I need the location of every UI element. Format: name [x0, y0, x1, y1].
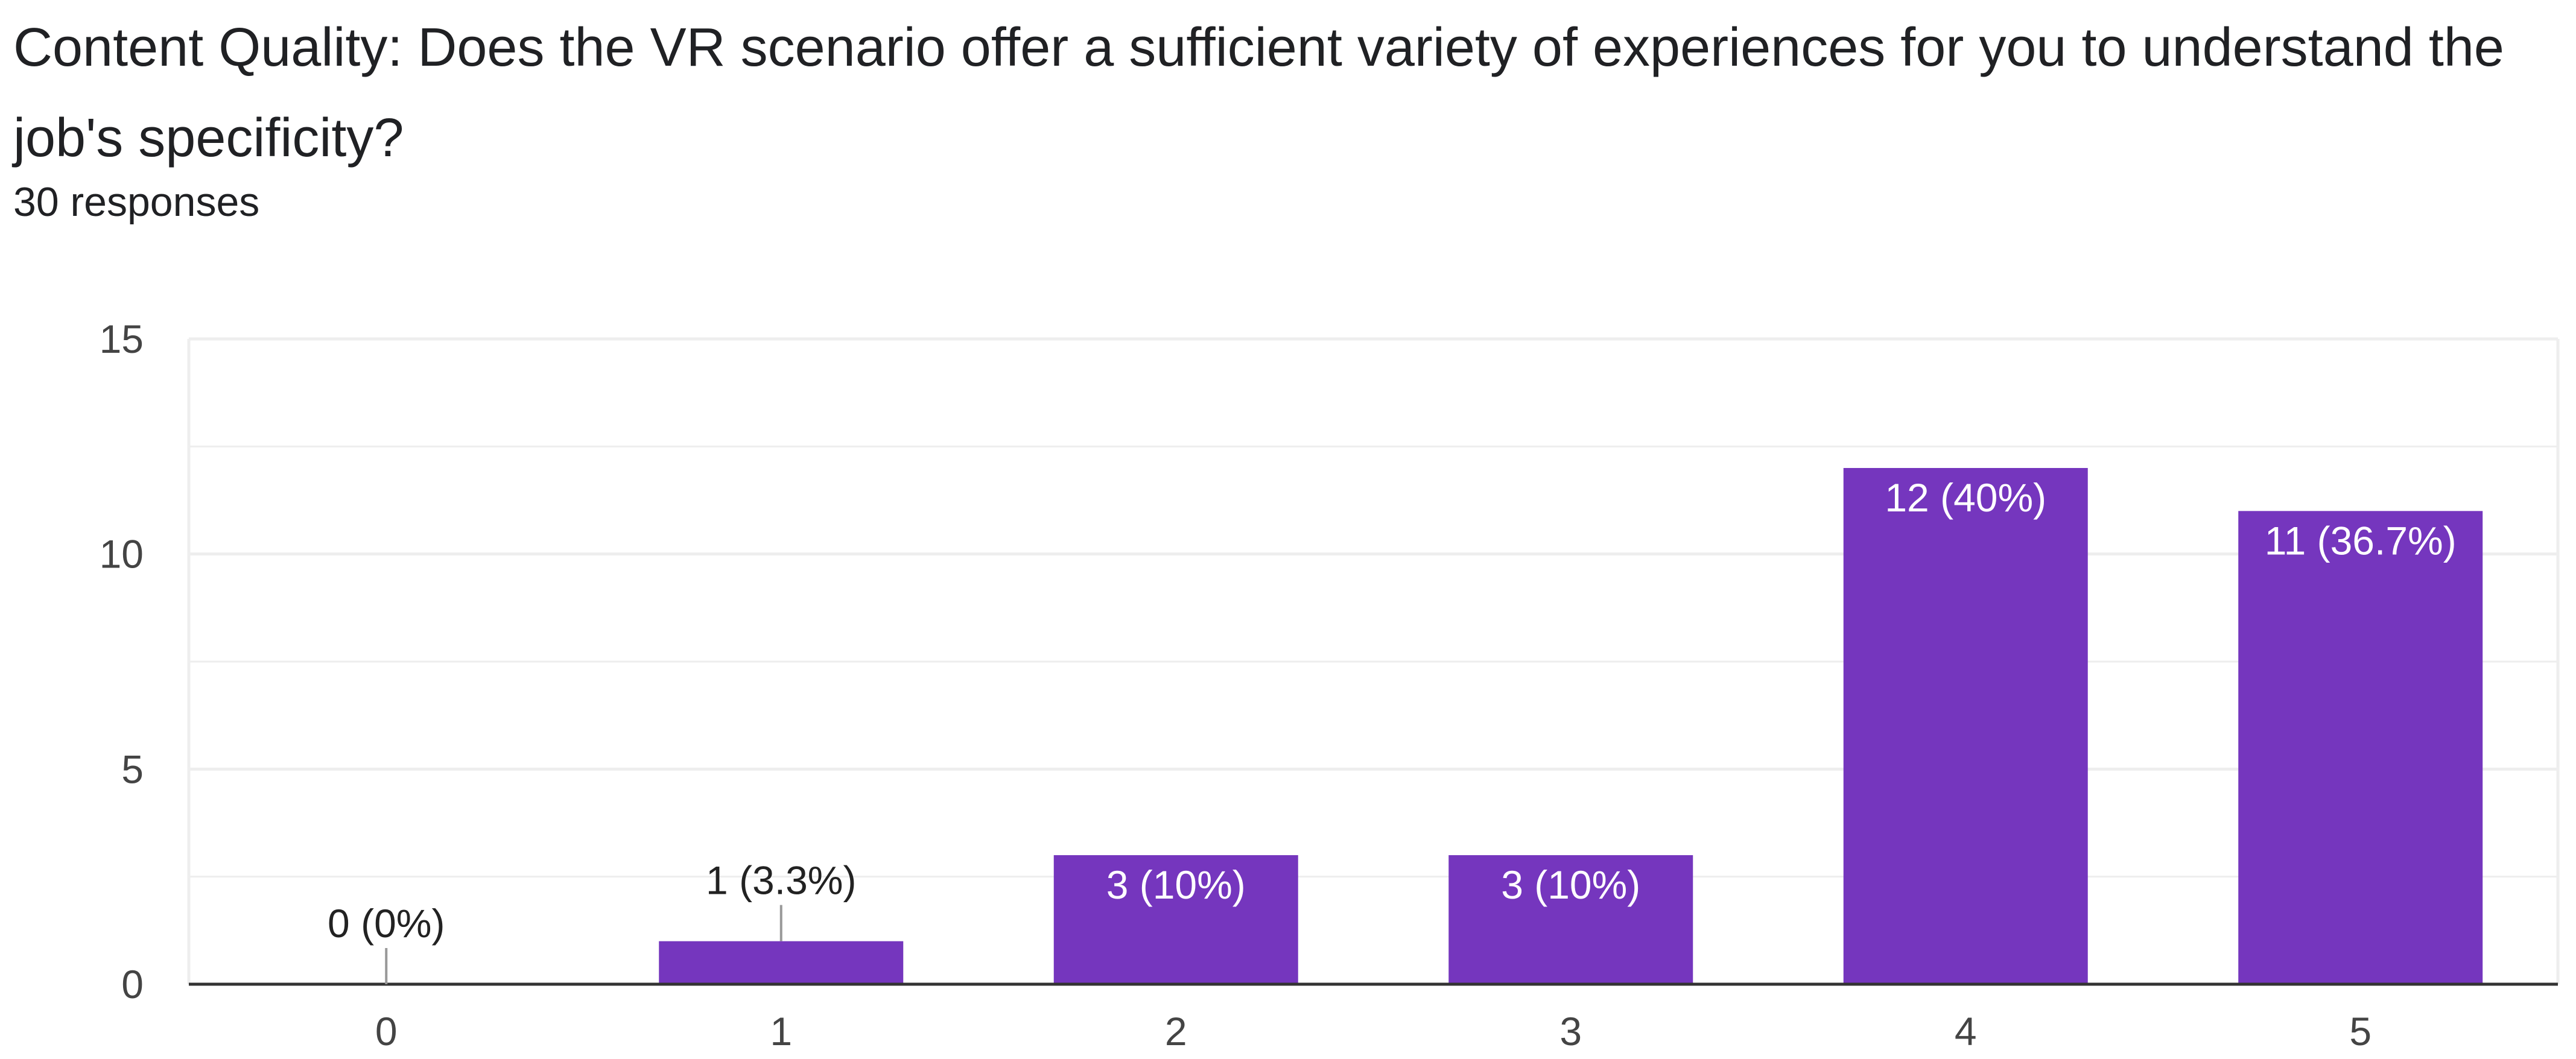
bar-5 — [2238, 511, 2483, 984]
bars — [659, 468, 2483, 984]
bar-4 — [1843, 468, 2088, 984]
y-axis-tick-labels: 0 5 10 15 — [100, 317, 144, 1007]
response-count: 30 responses — [13, 179, 260, 225]
data-label-5: 11 (36.7%) — [2265, 518, 2457, 563]
data-label-2: 3 (10%) — [1106, 862, 1246, 907]
x-tick-label: 5 — [2349, 1009, 2371, 1054]
x-tick-label: 3 — [1559, 1009, 1582, 1054]
data-label-1: 1 (3.3%) — [706, 858, 856, 903]
y-tick-label: 0 — [121, 962, 144, 1007]
y-tick-label: 10 — [100, 532, 144, 577]
x-tick-label: 4 — [1955, 1009, 1977, 1054]
question-title: Content Quality: Does the VR scenario of… — [13, 17, 2504, 168]
data-labels: 0 (0%) 1 (3.3%) 3 (10%) 3 (10%) 12 (40%) 11 (… — [328, 475, 2457, 984]
y-tick-label: 15 — [100, 317, 144, 361]
y-tick-label: 5 — [121, 747, 144, 791]
data-label-4: 12 (40%) — [1885, 475, 2046, 520]
bar-2 — [1053, 855, 1298, 984]
bar-1 — [659, 941, 904, 984]
x-tick-label: 0 — [375, 1009, 398, 1054]
x-tick-label: 2 — [1165, 1009, 1187, 1054]
bar-3 — [1448, 855, 1693, 984]
x-tick-label: 1 — [770, 1009, 792, 1054]
x-axis-tick-labels: 0 1 2 3 4 5 — [375, 1009, 2371, 1054]
gridlines — [187, 337, 2560, 984]
data-label-0: 0 (0%) — [328, 901, 445, 946]
data-label-3: 3 (10%) — [1501, 862, 1640, 907]
